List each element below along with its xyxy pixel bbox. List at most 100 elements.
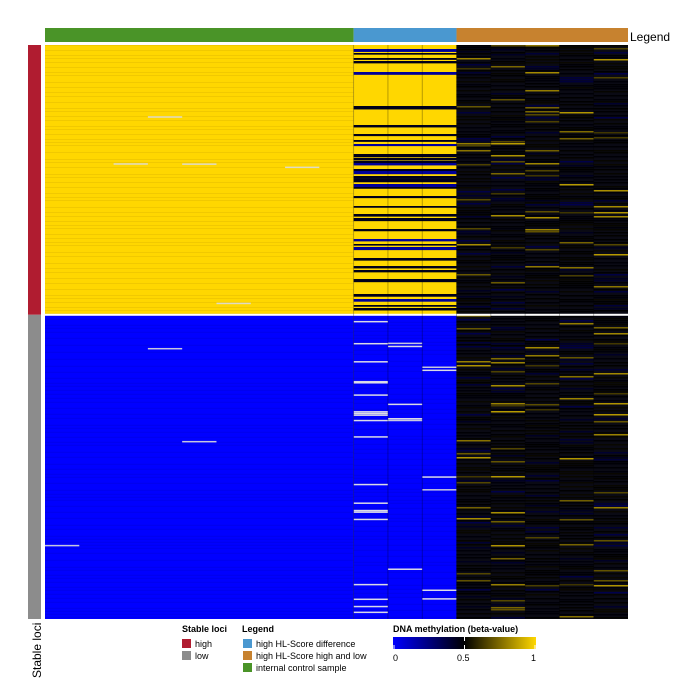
heatmap-cell [559,392,594,394]
heatmap-row-line [353,334,457,336]
heatmap-row [353,247,457,251]
heatmap-row-line [45,324,354,326]
heatmap-cell [525,316,560,318]
heatmap-cell [593,322,628,324]
heatmap-missing-cell [387,419,423,422]
heatmap-cell [456,96,491,98]
heatmap-row-line [45,365,354,367]
heatmap-row-line [353,530,457,532]
heatmap-row [353,179,457,183]
heatmap-cell [593,324,628,326]
heatmap-cell [525,126,560,128]
heatmap-cell [525,45,560,47]
heatmap-cell [490,153,526,155]
heatmap-cell [490,250,526,252]
heatmap-missing-cell [353,605,388,608]
heatmap-cell [559,527,594,529]
heatmap-row-line [45,310,354,311]
heatmap-cell [525,90,560,92]
heatmap-cell [525,500,560,502]
heatmap-cell [559,572,594,574]
heatmap-cell [559,439,594,441]
heatmap-cell [559,257,594,259]
heatmap-cell [490,282,526,284]
heatmap-cell [559,408,594,410]
heatmap-cell [559,204,594,206]
heatmap-row-line [45,72,354,73]
heatmap-cell [490,476,526,478]
heatmap-cell [525,357,560,359]
heatmap-cell [593,531,628,533]
heatmap-row [353,266,457,269]
heatmap-row-line [45,417,354,419]
heatmap-cell [559,259,594,261]
heatmap-cell [525,369,560,371]
heatmap-cell [490,488,526,490]
heatmap-cell [490,455,526,457]
heatmap-row [353,214,457,217]
heatmap-cell [559,542,594,544]
heatmap-cell [490,89,526,91]
column-split-line [593,45,595,619]
heatmap-missing-cell [422,489,457,491]
heatmap-cell [593,349,628,351]
heatmap-row-line [45,413,354,415]
heatmap-cell [593,496,628,498]
heatmap-cell [456,547,491,549]
heatmap-cell [525,540,560,542]
heatmap-cell [593,396,628,398]
heatmap-cell [559,523,594,525]
heatmap-cell [490,562,526,564]
heatmap-cell [593,594,628,596]
heatmap-cell [593,57,628,59]
heatmap-cell [490,141,526,143]
heatmap-cell [525,617,560,619]
heatmap-cell [559,305,594,307]
heatmap-cell [525,277,560,279]
heatmap-cell [593,377,628,379]
heatmap-row-line [45,318,354,320]
heatmap-cell [525,124,560,126]
heatmap-cell [559,193,594,195]
heatmap-cell [593,103,628,105]
column-split-line [490,45,492,619]
heatmap-cell [490,584,526,586]
heatmap-cell [456,233,491,235]
heatmap-cell [456,58,491,60]
heatmap-cell [559,267,594,269]
heatmap-cell [490,124,526,126]
heatmap-cell [593,68,628,70]
heatmap-cell [490,273,526,275]
heatmap-cell [559,510,594,512]
heatmap-row [353,58,457,60]
heatmap-cell [559,456,594,458]
heatmap-cell [456,131,491,133]
heatmap-row [353,196,457,199]
heatmap-row-line [45,134,354,135]
heatmap-row-line [45,174,354,175]
heatmap-row-line [353,603,457,605]
heatmap-cell [490,411,526,413]
heatmap-cell [525,105,560,107]
heatmap-row-line [45,538,354,540]
heatmap-cell [593,186,628,188]
heatmap-cell [559,245,594,247]
legend-stable-loci: Stable loci high low [182,624,227,661]
heatmap-row-line [353,428,457,430]
heatmap-row-line [353,477,457,479]
heatmap-cell [456,256,491,258]
row-annotation-high [28,45,41,315]
heatmap-row-line [353,353,457,355]
heatmap-cell [559,53,594,55]
heatmap-cell [490,181,526,183]
heatmap-cell [559,120,594,122]
heatmap-cell [490,143,526,145]
heatmap-cell [559,385,594,387]
heatmap-cell [490,230,526,232]
heatmap-cell [593,380,628,382]
heatmap-cell [525,298,560,300]
heatmap-missing-cell [353,320,388,323]
heatmap-cell [490,362,526,364]
heatmap-cell [559,357,594,359]
heatmap-cell [490,193,526,195]
